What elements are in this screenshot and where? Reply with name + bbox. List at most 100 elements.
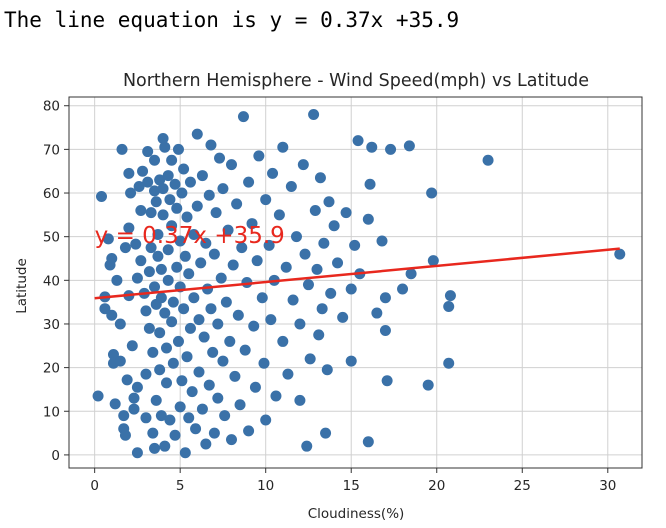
data-point — [217, 183, 229, 195]
data-point — [614, 248, 626, 260]
data-point — [237, 111, 249, 123]
data-point — [142, 176, 154, 188]
data-point — [256, 292, 268, 304]
data-point — [174, 235, 186, 247]
data-point — [193, 314, 205, 326]
data-point — [116, 143, 128, 155]
data-point — [309, 204, 321, 216]
data-point — [224, 335, 236, 347]
data-point — [231, 198, 243, 210]
data-point — [184, 322, 196, 334]
data-point — [172, 335, 184, 347]
y-tick-label: 70 — [43, 142, 60, 158]
data-point — [200, 438, 212, 450]
y-tick-label: 50 — [43, 230, 60, 246]
data-point — [219, 410, 231, 422]
data-point — [260, 414, 272, 426]
data-point — [118, 410, 130, 422]
data-point — [195, 257, 207, 269]
data-point — [162, 244, 174, 256]
data-point — [162, 274, 174, 286]
data-point — [352, 135, 364, 147]
data-point — [174, 401, 186, 413]
data-point — [349, 239, 361, 251]
data-point — [130, 238, 142, 250]
data-point — [273, 209, 285, 221]
data-point — [325, 287, 337, 299]
data-point — [236, 242, 248, 254]
data-point — [176, 375, 188, 387]
data-point — [232, 309, 244, 321]
data-point — [140, 412, 152, 424]
data-point — [119, 429, 131, 441]
data-point — [157, 209, 169, 221]
data-point — [229, 370, 241, 382]
data-point — [444, 290, 456, 302]
data-point — [178, 163, 190, 175]
data-point — [215, 272, 227, 284]
data-point — [107, 349, 119, 361]
data-point — [208, 248, 220, 260]
data-point — [166, 220, 178, 232]
x-axis-label: Cloudiness(%) — [308, 506, 405, 522]
data-point — [225, 159, 237, 171]
regression-line — [94, 247, 620, 300]
data-point — [111, 274, 123, 286]
data-point — [267, 167, 279, 179]
data-point — [145, 207, 157, 219]
data-point — [198, 331, 210, 343]
data-point — [166, 316, 178, 328]
data-point — [203, 379, 215, 391]
data-point — [260, 194, 272, 206]
data-point — [95, 191, 107, 203]
data-point — [154, 174, 166, 186]
data-point — [164, 414, 176, 426]
y-tick-label: 40 — [43, 273, 60, 289]
data-point — [316, 303, 328, 315]
data-point — [222, 224, 234, 236]
data-point — [287, 294, 299, 306]
data-point — [265, 314, 277, 326]
data-point — [123, 222, 135, 234]
data-point — [126, 340, 138, 352]
plot-border — [68, 96, 643, 469]
data-point — [193, 366, 205, 378]
data-point — [345, 283, 357, 295]
data-point — [282, 368, 294, 380]
data-point — [183, 268, 195, 280]
data-point — [114, 355, 126, 367]
data-point — [131, 447, 143, 459]
data-point — [181, 351, 193, 363]
data-point — [125, 187, 137, 199]
data-point — [106, 252, 118, 264]
data-point — [159, 440, 171, 452]
data-point — [212, 318, 224, 330]
data-point — [225, 434, 237, 446]
data-point — [152, 250, 164, 262]
data-point — [188, 228, 200, 240]
y-tick-label: 20 — [43, 361, 60, 377]
data-point — [109, 398, 121, 410]
data-point — [147, 346, 159, 358]
data-point — [169, 178, 181, 190]
y-tick-label: 60 — [43, 186, 60, 202]
data-point — [179, 447, 191, 459]
data-point — [379, 292, 391, 304]
data-point — [426, 187, 438, 199]
data-point — [379, 325, 391, 337]
x-tick-label: 20 — [428, 478, 445, 494]
data-point — [152, 228, 164, 240]
data-point — [251, 255, 263, 267]
data-point — [145, 242, 157, 254]
data-point — [179, 250, 191, 262]
data-point — [102, 233, 114, 245]
data-point — [345, 355, 357, 367]
data-point — [318, 237, 330, 249]
data-point — [128, 403, 140, 415]
data-point — [239, 344, 251, 356]
data-point — [482, 154, 494, 166]
data-point — [205, 303, 217, 315]
data-point — [183, 412, 195, 424]
data-point — [154, 327, 166, 339]
